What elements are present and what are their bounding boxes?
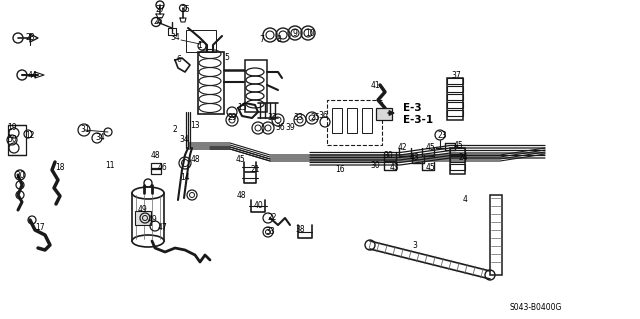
Bar [245, 60, 267, 112]
Text: 14: 14 [180, 174, 190, 182]
Text: 6: 6 [177, 56, 181, 64]
Text: 45: 45 [453, 140, 463, 150]
Text: E-3: E-3 [403, 103, 422, 113]
Text: 19: 19 [7, 123, 17, 132]
Bar [376, 108, 392, 120]
Text: 37: 37 [451, 70, 461, 79]
Text: 45: 45 [425, 144, 435, 152]
Text: 34: 34 [179, 136, 189, 145]
Text: 4: 4 [463, 196, 467, 204]
Text: 33: 33 [265, 227, 275, 236]
Text: 11: 11 [105, 160, 115, 169]
Text: 50: 50 [7, 136, 17, 145]
Text: 48: 48 [236, 190, 246, 199]
Text: 7: 7 [260, 35, 264, 44]
Ellipse shape [132, 187, 164, 199]
Text: E-3-1: E-3-1 [403, 115, 433, 125]
Text: 30: 30 [370, 160, 380, 169]
Text: 3: 3 [413, 241, 417, 249]
Text: 41: 41 [370, 80, 380, 90]
Text: 43: 43 [390, 164, 400, 173]
Text: 40: 40 [253, 201, 263, 210]
Text: 48: 48 [190, 155, 200, 165]
Bar [447, 86, 463, 92]
Text: 26: 26 [153, 18, 163, 26]
Text: 24: 24 [458, 153, 468, 162]
Text: 38: 38 [295, 226, 305, 234]
Bar [490, 195, 502, 275]
Text: 8: 8 [276, 35, 282, 44]
Text: 12: 12 [25, 130, 35, 139]
Text: 44: 44 [27, 70, 37, 79]
Text: 34: 34 [95, 133, 105, 143]
Text: 33: 33 [293, 114, 303, 122]
Bar [447, 78, 463, 120]
Text: 45: 45 [236, 155, 246, 165]
Text: 25: 25 [310, 114, 320, 122]
Text: 42: 42 [397, 144, 407, 152]
Text: 17: 17 [35, 224, 45, 233]
Text: 22: 22 [268, 213, 276, 222]
Text: 16: 16 [335, 166, 345, 174]
Bar [447, 78, 463, 84]
Bar [8, 125, 26, 155]
Bar [186, 30, 216, 52]
Text: 28: 28 [25, 33, 35, 42]
Bar [450, 148, 465, 174]
Text: 49: 49 [138, 205, 148, 214]
Text: 46: 46 [157, 164, 167, 173]
Text: 5: 5 [225, 53, 229, 62]
Text: 39: 39 [285, 123, 295, 132]
Text: 10: 10 [305, 28, 315, 38]
Bar [198, 52, 224, 114]
Text: 32: 32 [267, 114, 277, 122]
Text: 13: 13 [190, 121, 200, 130]
Text: 1: 1 [198, 41, 202, 49]
Bar [135, 211, 151, 225]
Text: 30: 30 [383, 151, 393, 160]
Ellipse shape [132, 235, 164, 247]
Bar [151, 168, 161, 174]
Text: 35: 35 [180, 5, 190, 14]
Bar [447, 110, 463, 116]
Bar [450, 148, 465, 154]
Text: 47: 47 [158, 224, 168, 233]
Bar [332, 108, 342, 133]
Text: 48: 48 [150, 151, 160, 160]
Text: 18: 18 [55, 164, 65, 173]
Text: 23: 23 [437, 130, 447, 139]
Text: 49: 49 [147, 216, 157, 225]
Text: 27: 27 [155, 5, 165, 14]
Bar [447, 102, 463, 108]
Text: 31: 31 [80, 125, 90, 135]
Bar [151, 163, 161, 169]
Text: 21: 21 [250, 166, 260, 174]
Text: 20: 20 [15, 170, 25, 180]
Text: 2: 2 [173, 125, 177, 135]
Text: 34: 34 [170, 33, 180, 42]
Text: 9: 9 [292, 28, 298, 38]
Text: 45: 45 [425, 164, 435, 173]
Text: 36: 36 [318, 110, 328, 120]
Bar [347, 108, 357, 133]
Text: 15: 15 [237, 103, 247, 113]
Text: 29: 29 [227, 114, 237, 122]
Bar [327, 100, 382, 145]
Bar [447, 94, 463, 100]
Text: 43: 43 [410, 153, 420, 162]
Bar [362, 108, 372, 133]
Bar [450, 156, 465, 162]
Text: 36: 36 [275, 123, 285, 132]
Text: S043-B0400G: S043-B0400G [510, 303, 563, 313]
Bar [450, 164, 465, 170]
